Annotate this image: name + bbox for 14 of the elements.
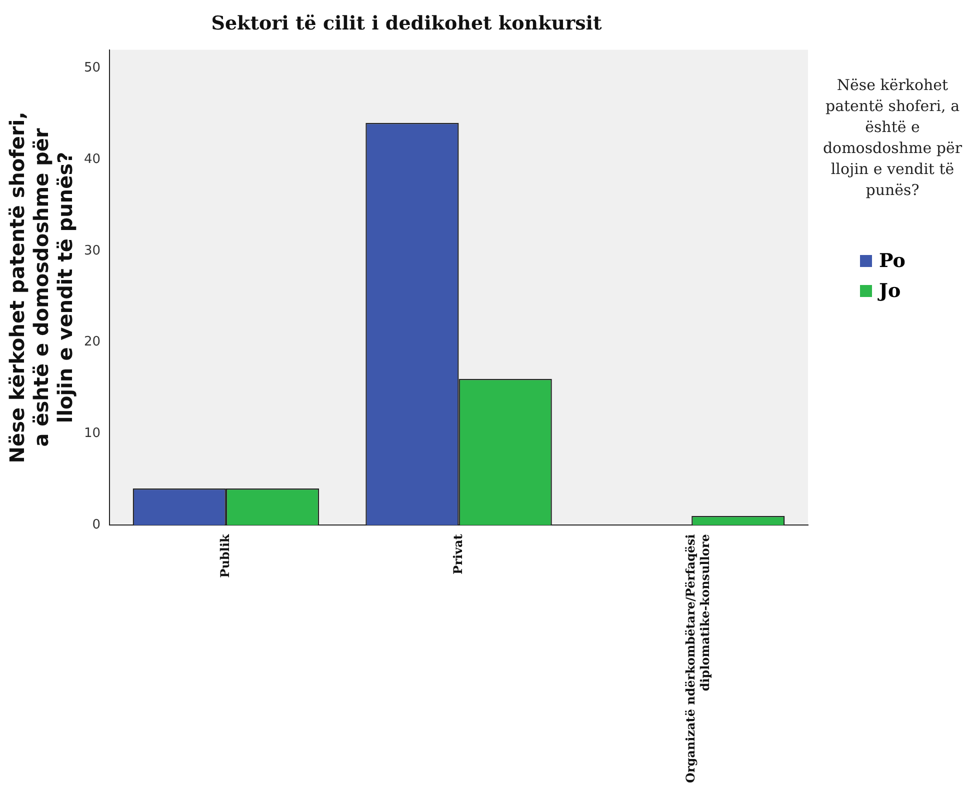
chart-title: Sektori të cilit i dedikohet konkursit bbox=[211, 12, 602, 34]
y-tick-label: 20 bbox=[84, 334, 101, 350]
y-tick-label: 50 bbox=[84, 60, 101, 76]
legend-label: Jo bbox=[876, 279, 902, 304]
x-tick-label: Organizatë ndërkombëtare/Përfaqësi diplomatike-konsullore bbox=[684, 534, 712, 784]
y-axis-title: Nëse kërkohet patentë shoferi, a është e domosdoshme për llojin e vendit të punës? bbox=[5, 112, 78, 464]
y-tick-label: 30 bbox=[84, 243, 101, 258]
y-tick-label: 40 bbox=[84, 152, 101, 167]
y-tick-label: 0 bbox=[92, 518, 101, 532]
legend-title: Nëse kërkohet patentë shoferi, a është e domosdoshme për llojin e vendit të punës? bbox=[822, 75, 964, 201]
x-tick-label: Publik bbox=[218, 533, 232, 578]
x-tick-label: Privat bbox=[450, 534, 465, 574]
legend-label: Po bbox=[878, 249, 906, 274]
y-tick-label: 10 bbox=[84, 426, 101, 442]
